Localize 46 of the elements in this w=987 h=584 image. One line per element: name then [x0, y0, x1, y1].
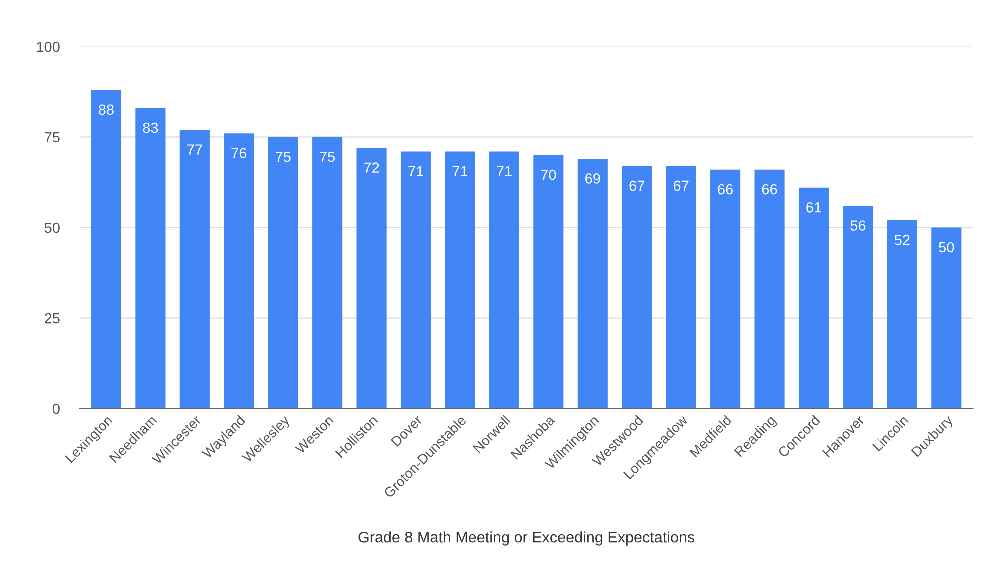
y-tick-label: 75 — [45, 132, 60, 143]
bar — [400, 152, 432, 409]
bar — [445, 152, 476, 409]
bar — [843, 206, 874, 409]
data-label: 61 — [806, 202, 822, 213]
bar — [887, 220, 918, 409]
data-label: 70 — [541, 170, 556, 180]
data-label: 66 — [718, 184, 734, 195]
y-tick-label: 100 — [37, 42, 60, 52]
data-label: 66 — [762, 184, 778, 195]
bar — [356, 148, 387, 409]
data-label: 75 — [320, 152, 336, 162]
bar — [932, 228, 962, 409]
bar — [754, 170, 785, 409]
bar — [180, 130, 210, 409]
bar — [224, 134, 254, 409]
data-label: 83 — [143, 122, 158, 134]
y-tick-label: 25 — [45, 313, 60, 324]
data-label: 72 — [364, 162, 380, 173]
bar — [91, 90, 122, 409]
bar — [534, 155, 564, 409]
data-label: 67 — [630, 180, 644, 192]
data-label: 71 — [452, 166, 468, 176]
data-label: 69 — [586, 174, 600, 184]
data-label: 88 — [99, 104, 114, 116]
bar — [578, 158, 608, 409]
bar — [136, 108, 166, 409]
data-label: 71 — [408, 166, 424, 176]
data-label: 56 — [850, 220, 866, 231]
data-label: 76 — [232, 148, 247, 159]
bar — [710, 170, 741, 409]
bar — [622, 166, 652, 409]
data-label: 75 — [276, 152, 291, 162]
data-label: 50 — [939, 242, 954, 253]
data-label: 67 — [674, 180, 689, 192]
bar — [489, 152, 520, 409]
x-axis-title: Grade 8 Math Meeting or Exceeding Expectations — [358, 532, 695, 546]
y-tick-label: 0 — [52, 404, 60, 414]
bar — [798, 188, 830, 409]
data-label: 52 — [894, 235, 910, 246]
bar — [268, 137, 298, 409]
data-label: 77 — [188, 144, 202, 155]
y-tick-label: 50 — [44, 222, 60, 234]
bar — [312, 137, 343, 409]
bar — [666, 166, 696, 409]
data-label: 71 — [497, 166, 512, 176]
